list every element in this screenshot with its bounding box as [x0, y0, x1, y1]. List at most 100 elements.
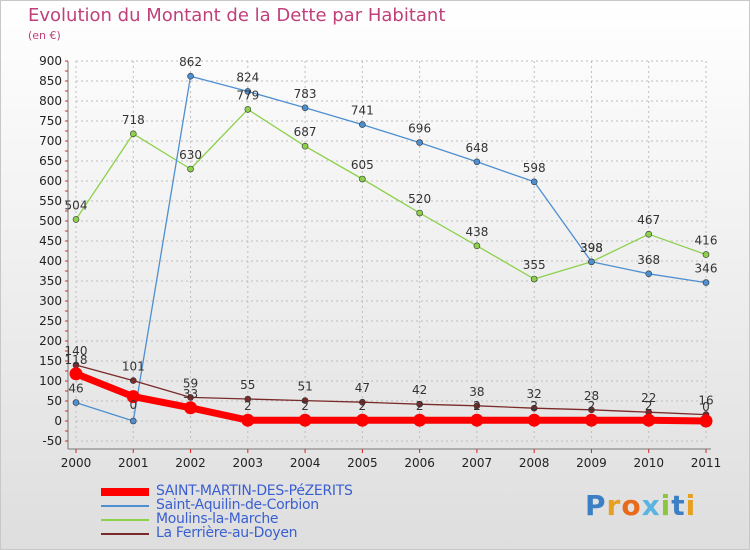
x-tick-label: 2008 [519, 456, 550, 470]
legend-item-moulins: Moulins-la-Marche [101, 511, 421, 527]
data-point [129, 377, 137, 384]
y-tick-label: 700 [39, 134, 62, 148]
data-label: 416 [695, 234, 718, 248]
y-tick-label: 150 [39, 354, 62, 368]
data-label: 630 [179, 148, 202, 162]
logo-letter: o [621, 489, 642, 522]
legend-swatch [101, 533, 149, 535]
y-tick-label: 400 [39, 254, 62, 268]
data-label: 22 [641, 391, 656, 405]
data-point [184, 401, 198, 415]
data-label: 140 [65, 344, 88, 358]
data-point [129, 417, 137, 425]
data-point [187, 394, 194, 401]
y-tick-label: 100 [39, 374, 62, 388]
data-label: 398 [580, 241, 603, 255]
y-tick-label: 550 [39, 194, 62, 208]
y-tick-label: 300 [39, 294, 62, 308]
data-point [588, 406, 595, 414]
data-point [642, 413, 656, 427]
data-label: 598 [523, 161, 546, 175]
data-point [359, 398, 366, 406]
x-tick-label: 2006 [404, 456, 435, 470]
y-tick-label: 800 [39, 94, 62, 108]
data-point [416, 209, 423, 217]
x-tick-label: 2010 [633, 456, 664, 470]
series-line [75, 108, 707, 280]
data-point [187, 165, 194, 173]
data-label: 38 [469, 385, 484, 399]
data-label: 2 [359, 399, 367, 413]
data-point [241, 413, 255, 427]
data-label: 467 [637, 213, 660, 227]
y-tick-label: -50 [42, 434, 62, 448]
data-point [244, 395, 252, 403]
y-tick-label: 500 [39, 214, 62, 228]
series-line [75, 75, 707, 422]
data-point [530, 275, 538, 283]
data-label: 32 [527, 387, 542, 401]
data-point [301, 104, 309, 112]
data-label: 2 [645, 399, 653, 413]
y-tick-label: 200 [39, 334, 62, 348]
x-tick-label: 2004 [290, 456, 321, 470]
logo-letter: P [585, 489, 607, 522]
data-point [126, 390, 140, 404]
data-label: 2 [530, 399, 538, 413]
data-point [298, 413, 312, 427]
data-label: 504 [65, 198, 88, 212]
x-tick-label: 2007 [462, 456, 493, 470]
data-label: 101 [122, 360, 145, 374]
data-point [702, 251, 710, 258]
data-label: 398 [580, 241, 603, 255]
data-label: 2 [244, 399, 252, 413]
logo-letter: i [685, 489, 697, 522]
data-point [129, 130, 137, 138]
data-point [530, 404, 538, 412]
data-label: 355 [523, 258, 546, 272]
y-tick-label: 350 [39, 274, 62, 288]
y-tick-label: 850 [39, 74, 62, 88]
legend-label: Saint-Aquilin-de-Corbion [156, 497, 319, 513]
data-label: 0 [129, 398, 137, 412]
data-label: 648 [465, 141, 488, 155]
data-point [473, 402, 481, 410]
legend-label: Moulins-la-Marche [156, 511, 279, 527]
data-label: 55 [240, 378, 255, 392]
data-point [584, 413, 598, 427]
data-label: 368 [637, 253, 660, 267]
data-point [699, 414, 713, 428]
data-label: 2 [416, 399, 424, 413]
y-tick-label: 650 [39, 154, 62, 168]
series-line [74, 370, 707, 425]
y-tick-label: 250 [39, 314, 62, 328]
data-label: 47 [355, 381, 370, 395]
data-point [645, 230, 653, 238]
legend-swatch [101, 488, 149, 496]
data-point [702, 279, 710, 286]
data-point [301, 142, 309, 150]
x-tick-label: 2011 [691, 456, 722, 470]
legend-item-saint-martin: SAINT-MARTIN-DES-PéZERITS [101, 483, 421, 499]
data-label: 0 [702, 400, 710, 414]
data-label: 741 [351, 104, 374, 118]
data-point [355, 413, 369, 427]
data-point [244, 106, 252, 113]
data-label: 51 [297, 380, 312, 394]
x-tick-label: 2001 [118, 456, 149, 470]
data-label: 33 [183, 387, 198, 401]
data-label: 28 [584, 389, 599, 403]
chart-subtitle: (en €) [28, 29, 61, 42]
y-tick-label: 450 [39, 234, 62, 248]
y-tick-label: 900 [39, 54, 62, 68]
data-point [359, 121, 366, 128]
legend: SAINT-MARTIN-DES-PéZERITS Saint-Aquilin-… [101, 483, 421, 541]
data-label: 59 [183, 376, 198, 390]
logo-letter: r [606, 489, 622, 522]
data-point [413, 413, 427, 427]
x-tick-label: 2003 [233, 456, 264, 470]
y-tick-label: 750 [39, 114, 62, 128]
logo-letter: i [660, 489, 672, 522]
data-point [301, 397, 309, 404]
